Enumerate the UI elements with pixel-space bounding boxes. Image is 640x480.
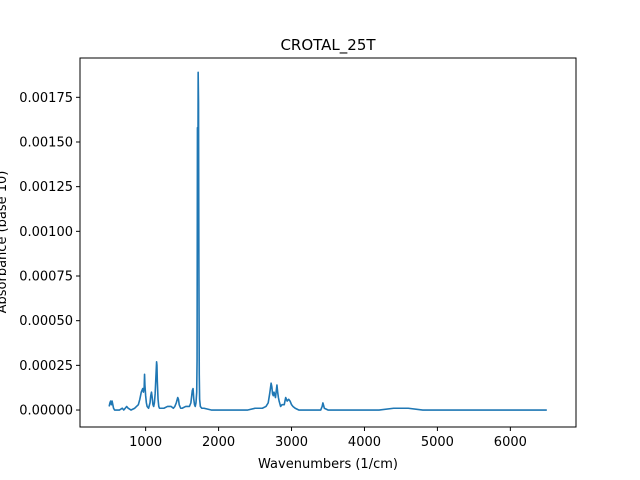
chart-title: CROTAL_25T xyxy=(280,36,376,55)
x-tick-label: 6000 xyxy=(494,435,527,450)
plot-frame xyxy=(79,57,577,428)
x-tick-label: 3000 xyxy=(275,435,308,450)
series-line xyxy=(108,71,547,411)
y-axis-label: Absorbance (base 10) xyxy=(0,171,10,314)
y-tick-label: 0.00125 xyxy=(19,180,73,195)
y-tick-label: 0.00075 xyxy=(19,270,73,285)
x-tick-label: 2000 xyxy=(202,435,235,450)
x-tick-label: 1000 xyxy=(129,435,162,450)
y-tick-label: 0.00025 xyxy=(19,359,73,374)
y-tick-label: 0.00175 xyxy=(19,91,73,106)
y-tick-label: 0.00150 xyxy=(19,135,73,150)
y-axis-ticks: 0.00000 0.00025 0.00050 0.00075 0.00100 0.001… xyxy=(19,91,80,419)
x-tick-label: 5000 xyxy=(421,435,454,450)
x-axis-label: Wavenumbers (1/cm) xyxy=(258,457,398,472)
x-axis-ticks: 1000 2000 3000 4000 5000 6000 xyxy=(129,427,527,450)
x-tick-label: 4000 xyxy=(348,435,381,450)
y-tick-label: 0.00100 xyxy=(19,225,73,240)
y-tick-label: 0.00050 xyxy=(19,314,73,329)
plot-area xyxy=(80,58,576,427)
y-tick-label: 0.00000 xyxy=(19,404,73,419)
